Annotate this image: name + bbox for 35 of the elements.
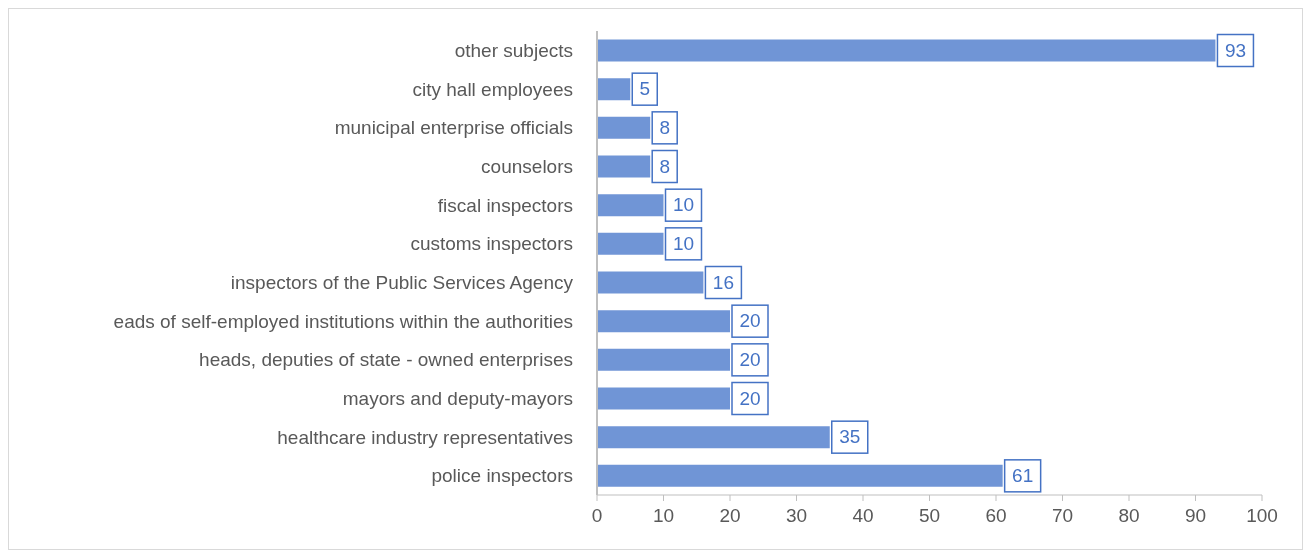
x-tick-label: 20: [719, 505, 741, 527]
x-tick-label: 80: [1118, 505, 1140, 527]
data-label: 20: [739, 310, 761, 332]
y-tick-label: fiscal inspectors: [437, 194, 573, 216]
x-tick-label: 50: [918, 505, 941, 527]
data-label: 8: [659, 116, 670, 138]
y-tick-label: inspectors of the Public Services Agency: [230, 272, 574, 294]
x-tick-label: 40: [852, 505, 874, 527]
y-tick-label: city hall employees: [412, 78, 573, 100]
data-label: 20: [739, 348, 761, 370]
x-tick-label: 10: [652, 505, 675, 527]
y-tick-label: healthcare industry representatives: [277, 426, 573, 448]
data-label: 61: [1012, 464, 1034, 486]
y-tick-label: mayors and deputy-mayors: [342, 388, 573, 410]
data-label: 8: [659, 155, 670, 177]
y-tick-label: customs inspectors: [410, 233, 573, 255]
data-label: 5: [639, 78, 651, 100]
x-tick-label: 70: [1051, 505, 1074, 527]
data-label: 10: [672, 194, 695, 216]
data-label: 93: [1224, 39, 1247, 61]
x-tick-label: 60: [985, 505, 1007, 527]
x-tick-label: 100: [1246, 505, 1278, 527]
y-tick-label: eads of self-employed institutions within the authorities: [113, 310, 573, 332]
x-tick-label: 90: [1184, 505, 1207, 527]
data-label: 16: [712, 271, 734, 293]
y-tick-label: municipal enterprise officials: [334, 117, 573, 139]
y-tick-label: counselors: [481, 156, 573, 178]
x-tick-label: 30: [785, 505, 808, 527]
data-label: 35: [839, 426, 861, 448]
y-tick-label: other subjects: [454, 40, 573, 62]
y-tick-label: police inspectors: [431, 465, 573, 487]
x-tick-label: 0: [591, 505, 603, 527]
y-tick-label: heads, deputies of state - owned enterprises: [199, 349, 573, 371]
data-label: 10: [672, 232, 695, 254]
data-label: 20: [739, 387, 761, 409]
